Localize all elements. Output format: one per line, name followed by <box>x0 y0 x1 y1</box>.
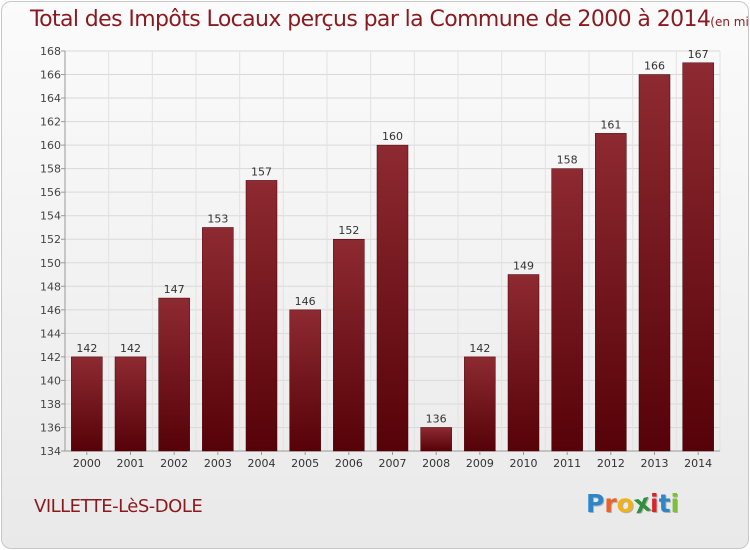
data-label: 160 <box>382 130 403 143</box>
x-tick-label: 2000 <box>73 457 101 470</box>
logo-letter: P <box>586 489 605 518</box>
proxiti-logo: Proxiti <box>586 488 680 520</box>
data-label: 146 <box>295 295 316 308</box>
data-label: 167 <box>688 48 709 61</box>
y-tick-label: 148 <box>40 280 61 293</box>
data-label: 149 <box>513 260 534 273</box>
x-tick-label: 2004 <box>248 457 276 470</box>
y-tick-label: 160 <box>40 139 61 152</box>
bar <box>71 356 103 452</box>
y-tick-label: 150 <box>40 257 61 270</box>
bar <box>551 168 583 452</box>
x-tick-label: 2003 <box>204 457 232 470</box>
commune-name: VILLETTE-LèS-DOLE <box>34 496 203 517</box>
chart-title-text: Total des Impôts Locaux perçus par la Co… <box>30 7 711 32</box>
data-label: 147 <box>164 283 185 296</box>
bar <box>420 427 452 452</box>
y-tick-label: 154 <box>40 210 61 223</box>
x-tick-label: 2009 <box>466 457 494 470</box>
x-tick-label: 2011 <box>553 457 581 470</box>
bar <box>376 144 409 452</box>
x-tick-label: 2007 <box>379 457 407 470</box>
bar <box>158 297 190 452</box>
y-tick-label: 146 <box>40 304 61 317</box>
bar <box>682 62 714 452</box>
x-tick-label: 2013 <box>641 457 669 470</box>
logo-letter: t <box>658 489 671 518</box>
bar <box>333 238 365 452</box>
bar <box>202 227 234 452</box>
logo-letter: r <box>604 489 617 518</box>
data-label: 166 <box>644 60 665 73</box>
y-tick-label: 168 <box>40 45 61 58</box>
x-tick-label: 2014 <box>684 457 712 470</box>
x-tick-label: 2010 <box>510 457 538 470</box>
bar <box>638 74 671 452</box>
y-tick-label: 136 <box>40 421 61 434</box>
y-tick-label: 164 <box>40 92 61 105</box>
bar <box>114 356 147 452</box>
x-tick-label: 2008 <box>422 457 450 470</box>
data-label: 152 <box>338 224 359 237</box>
y-tick-label: 166 <box>40 69 61 82</box>
bar <box>464 356 496 452</box>
data-label: 142 <box>76 342 97 355</box>
data-label: 142 <box>469 342 490 355</box>
y-tick-label: 158 <box>40 163 61 176</box>
y-tick-label: 138 <box>40 398 61 411</box>
x-tick-label: 2001 <box>117 457 145 470</box>
x-tick-label: 2002 <box>160 457 188 470</box>
y-tick-label: 156 <box>40 186 61 199</box>
chart-title: Total des Impôts Locaux perçus par la Co… <box>30 7 749 35</box>
bar <box>595 133 627 452</box>
x-tick-label: 2006 <box>335 457 363 470</box>
x-tick-label: 2012 <box>597 457 625 470</box>
x-tick-label: 2005 <box>291 457 319 470</box>
bar <box>507 274 540 452</box>
logo-letter: i <box>670 489 680 518</box>
data-label: 142 <box>120 342 141 355</box>
y-tick-label: 162 <box>40 116 61 129</box>
bar <box>289 309 321 452</box>
data-label: 153 <box>207 212 228 225</box>
bar <box>245 180 278 452</box>
y-tick-label: 134 <box>40 445 61 458</box>
logo-letter: o <box>616 489 634 518</box>
chart-unit: (en milliers d'€) <box>710 15 749 29</box>
y-tick-label: 142 <box>40 351 61 364</box>
y-tick-label: 140 <box>40 374 61 387</box>
y-tick-label: 144 <box>40 327 61 340</box>
data-label: 136 <box>426 412 447 425</box>
data-label: 161 <box>600 118 621 131</box>
data-label: 157 <box>251 165 272 178</box>
data-label: 158 <box>557 154 578 167</box>
y-tick-label: 152 <box>40 233 61 246</box>
logo-letter: i <box>650 489 659 518</box>
